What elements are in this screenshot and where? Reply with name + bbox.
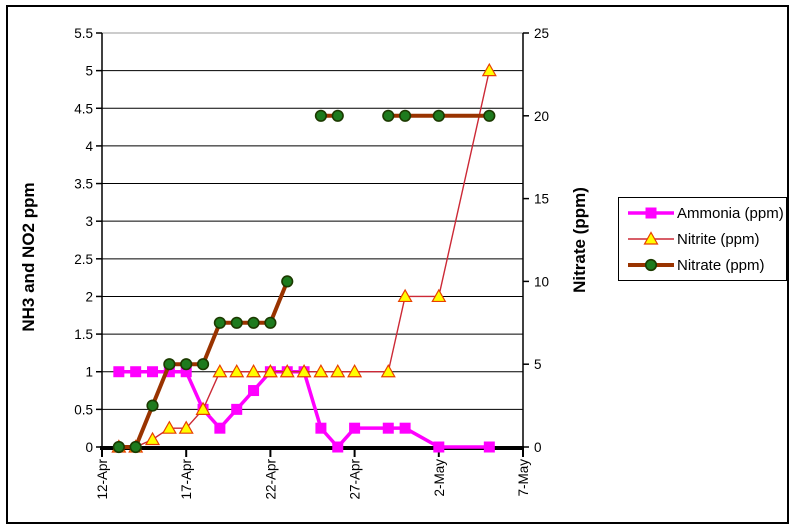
nitrate-point: [314, 109, 328, 122]
legend-item-ammonia: Ammonia (ppm): [619, 200, 786, 226]
data-series: [111, 62, 497, 454]
nitrite-point: [330, 364, 346, 378]
left-axis-tick-label: 2.5: [74, 252, 93, 267]
axes: 0 0.5 1 1.5 2 2.5 3 3.5 4 4.5 5 5.5 0 5 10 15 20 25 12-Apr…: [74, 26, 549, 500]
right-axis-tick-label: 0: [534, 440, 542, 455]
nitrate-point: [281, 275, 294, 288]
nitrate-point: [213, 316, 226, 329]
left-axis-tick-label: 4.5: [74, 101, 93, 116]
nitrate-point: [432, 109, 445, 122]
ammonia-point: [382, 422, 394, 434]
nitrate-point: [483, 109, 496, 122]
nitrite-point: [279, 364, 295, 378]
left-axis-tick-label: 1: [85, 365, 93, 380]
right-axis-tick-label: 5: [534, 357, 542, 372]
ammonia-point: [130, 366, 142, 378]
nitrate-point: [129, 440, 142, 454]
ammonia-point: [214, 422, 226, 434]
nitrate-point: [331, 109, 344, 122]
nitrite-point: [262, 364, 278, 378]
left-axis-tick-label: 3.5: [74, 177, 93, 192]
ammonia-point: [332, 441, 344, 453]
nitrite-point: [195, 401, 211, 415]
nitrate-point: [196, 358, 210, 371]
x-axis-tick-label: 22-Apr: [263, 459, 278, 500]
nitrate-point: [264, 316, 277, 329]
nitrite-point: [313, 364, 329, 378]
right-axis-tick-label: 15: [534, 192, 549, 207]
right-axis-tick-label: 20: [534, 109, 549, 124]
triangle-marker-icon: [627, 229, 675, 249]
legend-label-ammonia: Ammonia (ppm): [677, 204, 784, 222]
left-axis-tick-label: 0.5: [74, 402, 93, 417]
ammonia-point: [349, 422, 361, 434]
x-axis-tick-label: 17-Apr: [179, 459, 194, 500]
x-axis-tick-label: 27-Apr: [348, 459, 363, 500]
series-nitrate: [112, 109, 496, 454]
gridlines: [102, 32, 523, 410]
right-axis-tick-label: 25: [534, 26, 549, 41]
legend-label-nitrite: Nitrite (ppm): [677, 230, 760, 248]
ammonia-point: [113, 366, 125, 378]
left-axis-tick-label: 2: [85, 289, 93, 304]
nitrate-point: [112, 440, 125, 454]
nitrate-point: [247, 316, 260, 329]
nitrite-point: [397, 288, 413, 303]
left-axis-title: NH3 and NO2 ppm: [19, 182, 38, 331]
left-axis-tick-label: 3: [85, 214, 93, 229]
ammonia-point: [645, 207, 657, 219]
legend-item-nitrite: Nitrite (ppm): [619, 226, 786, 252]
nitrite-point: [296, 364, 312, 378]
nitrate-point: [382, 109, 395, 122]
square-marker-icon: [627, 203, 675, 223]
nitrite-point: [431, 288, 447, 303]
ammonia-point: [315, 422, 327, 434]
nitrite-point: [643, 231, 659, 245]
right-axis-title: Nitrate (ppm): [570, 187, 589, 293]
x-axis-tick-label: 12-Apr: [95, 459, 110, 500]
left-axis-tick-label: 5.5: [74, 26, 93, 41]
ammonia-point: [433, 441, 445, 453]
left-axis-tick-label: 5: [85, 64, 93, 79]
nitrite-point: [246, 364, 262, 378]
nitrite-point: [161, 420, 177, 434]
left-axis-tick-label: 0: [85, 440, 93, 455]
nitrate-point: [180, 358, 193, 371]
nitrite-point: [178, 420, 194, 434]
nitrite-point: [380, 364, 396, 378]
nitrite-point: [481, 62, 497, 77]
legend-label-nitrate: Nitrate (ppm): [677, 256, 765, 274]
ammonia-point: [147, 366, 159, 378]
nitrate-point: [399, 109, 412, 122]
nitrite-point: [212, 364, 228, 378]
nitrate-point: [230, 316, 243, 329]
nitrate-point: [644, 258, 658, 272]
x-axis-tick-label: 2-May: [432, 459, 447, 497]
nitrate-point: [163, 358, 176, 371]
nitrite-point: [229, 364, 245, 378]
ammonia-point: [231, 403, 243, 415]
x-axis-tick-label: 7-May: [516, 459, 531, 497]
left-axis-tick-label: 4: [85, 139, 93, 154]
ammonia-point: [399, 422, 411, 434]
right-axis-tick-label: 10: [534, 274, 549, 289]
legend-item-nitrate: Nitrate (ppm): [619, 252, 786, 278]
ammonia-point: [483, 441, 495, 453]
ammonia-point: [248, 385, 260, 397]
circle-marker-icon: [627, 255, 675, 275]
series-nitrite: [111, 62, 497, 453]
nitrite-point: [347, 364, 363, 378]
nitrate-point: [146, 399, 159, 412]
legend: Ammonia (ppm) Nitrite (ppm) Nitrate (ppm…: [618, 197, 787, 281]
left-axis-tick-label: 1.5: [74, 327, 93, 342]
nitrite-point: [144, 431, 161, 446]
